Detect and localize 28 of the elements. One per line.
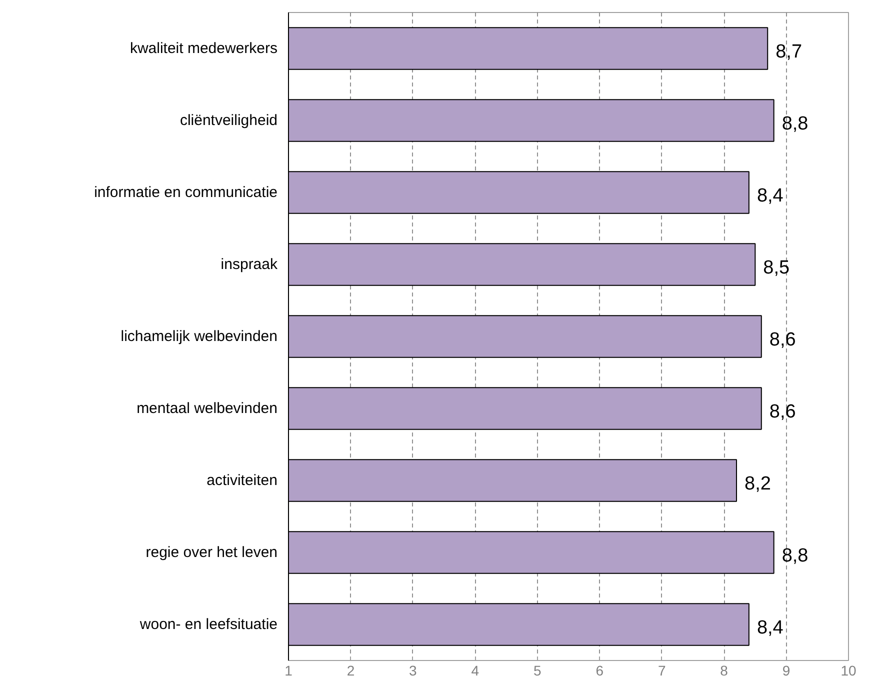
y-tick-label: cliëntveiligheid [180, 112, 278, 129]
data-label: 8,6 [769, 330, 796, 350]
x-tick-label: 5 [533, 662, 542, 678]
y-tick-label: woon- en leefsituatie [138, 616, 278, 633]
data-label: 8,8 [782, 114, 808, 134]
data-label: 8,2 [744, 474, 771, 494]
y-tick-label: kwaliteit medewerkers [130, 40, 278, 57]
data-label: 8,4 [756, 186, 784, 206]
y-tick-label: activiteiten [206, 472, 278, 489]
x-tick-label: 1 [284, 662, 293, 678]
data-label: 8,5 [763, 258, 790, 278]
data-label: 8,8 [782, 546, 808, 566]
y-tick-label: regie over het leven [146, 544, 278, 561]
x-tick-label: 7 [658, 662, 666, 678]
y-tick-label: mentaal welbevinden [136, 400, 278, 417]
x-tick-label: 3 [409, 662, 418, 678]
data-label: 8,4 [756, 618, 784, 638]
x-tick-label: 10 [840, 662, 856, 678]
data-label: 8,6 [769, 402, 796, 422]
y-tick-label: informatie en communicatie [94, 184, 278, 201]
x-tick-label: 6 [596, 662, 604, 678]
y-tick-label: lichamelijk welbevinden [120, 328, 278, 345]
x-tick-label: 9 [782, 662, 790, 678]
x-tick-label: 8 [720, 662, 728, 678]
x-tick-label: 2 [346, 662, 355, 678]
x-tick-label: 4 [471, 662, 480, 678]
data-label: 8,7 [776, 42, 802, 62]
y-tick-label: inspraak [220, 256, 278, 273]
